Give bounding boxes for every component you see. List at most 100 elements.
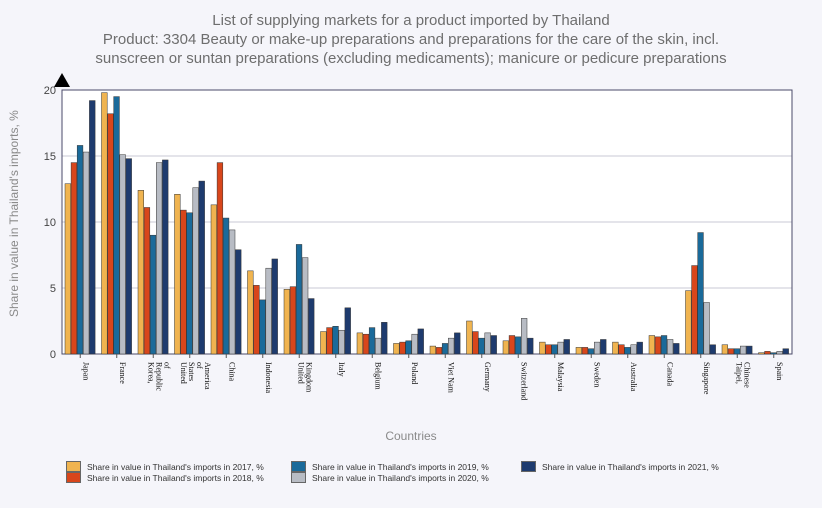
bar bbox=[740, 345, 747, 355]
bar bbox=[399, 341, 406, 355]
bar bbox=[472, 331, 479, 355]
bar bbox=[320, 331, 327, 355]
bar bbox=[703, 302, 710, 355]
bar bbox=[265, 267, 272, 355]
bar bbox=[727, 348, 735, 355]
bar bbox=[229, 229, 236, 355]
bar bbox=[289, 286, 297, 355]
bar bbox=[630, 344, 637, 355]
bar bbox=[247, 270, 254, 355]
x-tick-label: Singapore bbox=[702, 362, 711, 395]
bar bbox=[302, 257, 309, 355]
bar bbox=[782, 348, 789, 355]
legend-label: Share in value in Thailand's imports in … bbox=[312, 461, 489, 472]
bar bbox=[648, 335, 655, 355]
bar bbox=[235, 249, 242, 355]
bar bbox=[83, 151, 90, 355]
bar bbox=[411, 333, 418, 355]
bar bbox=[612, 341, 619, 355]
legend-swatch bbox=[521, 461, 536, 472]
bar bbox=[70, 162, 78, 355]
legend-label: Share in value in Thailand's imports in … bbox=[87, 461, 264, 472]
y-tick-label: 5 bbox=[50, 283, 56, 295]
bar bbox=[600, 339, 607, 355]
bar bbox=[776, 351, 783, 355]
bar bbox=[685, 290, 692, 355]
legend-item: Share in value in Thailand's imports in … bbox=[291, 472, 489, 483]
legend-item: Share in value in Thailand's imports in … bbox=[66, 472, 264, 483]
bar bbox=[721, 344, 728, 355]
legend-label: Share in value in Thailand's imports in … bbox=[312, 472, 489, 483]
x-tick-label: Viet Nam bbox=[446, 362, 455, 394]
x-tick-label: Spain bbox=[775, 362, 784, 380]
bar bbox=[180, 209, 187, 355]
bar bbox=[125, 158, 132, 355]
bar bbox=[101, 92, 108, 355]
bar bbox=[283, 289, 290, 355]
bar bbox=[557, 341, 564, 355]
bar bbox=[502, 340, 509, 355]
legend-label: Share in value in Thailand's imports in … bbox=[87, 472, 264, 483]
bar bbox=[143, 207, 151, 355]
bar bbox=[618, 344, 625, 355]
bar bbox=[490, 335, 497, 355]
bar bbox=[381, 322, 388, 355]
bar bbox=[362, 333, 370, 355]
x-tick-label: Malaysia bbox=[556, 362, 565, 392]
bar bbox=[466, 320, 473, 355]
x-tick-label: Germany bbox=[483, 362, 492, 392]
bar bbox=[429, 345, 436, 355]
legend-label: Share in value in Thailand's imports in … bbox=[542, 461, 719, 472]
bar bbox=[119, 154, 126, 355]
bar bbox=[271, 258, 278, 355]
bar bbox=[375, 337, 382, 355]
bar bbox=[448, 337, 455, 355]
bar bbox=[162, 159, 169, 355]
x-tick-label: Japan bbox=[81, 362, 90, 380]
bar bbox=[691, 265, 698, 355]
x-tick-label: UnitedStatesofAmerica bbox=[179, 362, 212, 390]
bar bbox=[508, 335, 516, 355]
bar bbox=[210, 204, 217, 355]
bar bbox=[581, 347, 589, 355]
bar bbox=[326, 327, 333, 355]
bar bbox=[539, 341, 546, 355]
bar bbox=[764, 351, 771, 355]
bar bbox=[654, 336, 662, 355]
bar bbox=[417, 328, 424, 355]
bar bbox=[89, 100, 96, 355]
y-tick-label: 0 bbox=[50, 349, 56, 361]
y-tick-label: 10 bbox=[44, 217, 56, 229]
bar bbox=[174, 194, 181, 355]
legend-item: Share in value in Thailand's imports in … bbox=[66, 461, 264, 472]
legend-swatch bbox=[291, 472, 306, 483]
y-tick-label: 20 bbox=[44, 85, 56, 97]
bar bbox=[356, 332, 363, 355]
legend-swatch bbox=[66, 472, 81, 483]
bar bbox=[527, 337, 534, 355]
bar bbox=[137, 190, 144, 355]
y-axis-arrow-icon bbox=[54, 73, 70, 87]
bar bbox=[575, 347, 582, 355]
bar bbox=[636, 341, 643, 355]
bar bbox=[308, 298, 315, 355]
x-tick-label: Belgium bbox=[373, 362, 382, 390]
bar bbox=[667, 339, 674, 355]
bar bbox=[545, 344, 552, 355]
x-axis-label: Countries bbox=[385, 429, 437, 443]
x-tick-label: Switzerland bbox=[519, 362, 528, 400]
x-tick-label: Sweden bbox=[592, 362, 601, 387]
bar bbox=[673, 343, 680, 355]
chart-title-line-1: List of supplying markets for a product … bbox=[212, 12, 610, 29]
bar bbox=[746, 345, 753, 355]
y-tick-label: 15 bbox=[44, 151, 56, 163]
x-tick-label: Canada bbox=[665, 362, 674, 386]
bar bbox=[216, 162, 224, 355]
bar bbox=[192, 187, 199, 355]
bar bbox=[435, 347, 443, 355]
x-tick-label: Indonesia bbox=[264, 362, 273, 394]
chart-title-line-2: Product: 3304 Beauty or make-up preparat… bbox=[102, 31, 720, 48]
